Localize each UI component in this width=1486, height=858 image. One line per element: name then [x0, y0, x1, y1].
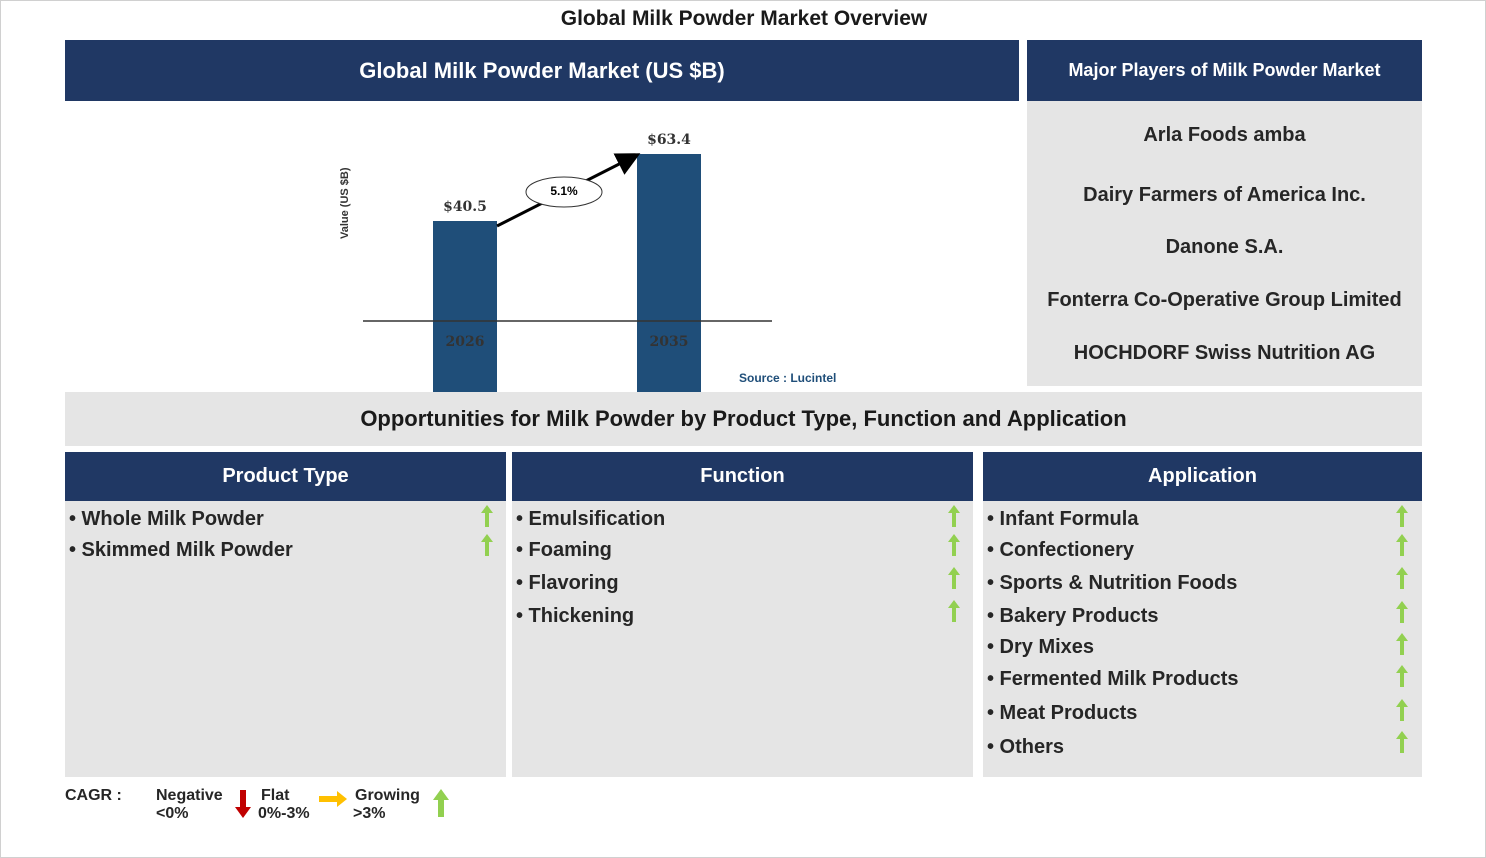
growing-arrow-icon — [1396, 601, 1408, 623]
bar-value-2026: $40.5 — [443, 199, 487, 215]
growing-arrow-icon — [1396, 534, 1408, 556]
legend-flat-name: Flat — [261, 787, 290, 804]
legend-label: CAGR : — [65, 787, 122, 804]
bar-value-2035: $63.4 — [647, 132, 691, 148]
growing-arrow-icon — [1396, 505, 1408, 527]
growing-arrow-icon — [1396, 567, 1408, 589]
list-item: • Bakery Products — [987, 605, 1159, 627]
list-item: • Others — [987, 736, 1065, 758]
negative-arrow-icon — [235, 790, 251, 818]
legend-growing-name: Growing — [355, 787, 420, 804]
list-item: • Meat Products — [987, 702, 1138, 724]
market-bar-chart: Value (US $B) $40.5 $63.4 5.1% 2026 2035… — [331, 121, 851, 421]
player-item: Fonterra Co-Operative Group Limited — [1047, 289, 1402, 311]
growing-arrow-icon — [481, 534, 493, 556]
chart-header: Global Milk Powder Market (US $B) — [65, 40, 1019, 101]
growing-arrow-icon — [481, 505, 493, 527]
product-type-header: Product Type — [65, 452, 506, 501]
list-item: • Confectionery — [987, 539, 1135, 561]
players-header: Major Players of Milk Powder Market — [1027, 40, 1422, 101]
player-item: Danone S.A. — [1165, 236, 1284, 258]
flat-arrow-icon — [319, 791, 347, 807]
list-item: • Whole Milk Powder — [69, 508, 264, 530]
list-item: • Infant Formula — [987, 508, 1139, 530]
legend-flat-range: 0%-3% — [258, 805, 310, 822]
growing-arrow-icon — [1396, 665, 1408, 687]
legend-growing: Growing >3% — [353, 787, 420, 823]
x-tick-2035: 2035 — [649, 334, 689, 350]
player-item: Dairy Farmers of America Inc. — [1083, 184, 1366, 206]
legend-negative-name: Negative — [156, 787, 223, 804]
growing-arrow-icon — [433, 789, 449, 817]
application-list: • Infant Formula • Confectionery • Sport… — [983, 501, 1422, 777]
growing-arrow-icon — [1396, 633, 1408, 655]
x-tick-2026: 2026 — [445, 334, 485, 350]
legend-negative-range: <0% — [156, 805, 189, 822]
growing-arrow-icon — [1396, 731, 1408, 753]
list-item: • Skimmed Milk Powder — [69, 539, 293, 561]
function-header: Function — [512, 452, 973, 501]
list-item: • Foaming — [516, 539, 612, 561]
legend-growing-range: >3% — [353, 805, 386, 822]
opportunities-banner: Opportunities for Milk Powder by Product… — [65, 392, 1422, 446]
cagr-label: 5.1% — [550, 184, 578, 198]
product-type-list: • Whole Milk Powder • Skimmed Milk Powde… — [65, 501, 506, 777]
list-item: • Thickening — [516, 605, 635, 627]
growing-arrow-icon — [948, 567, 960, 589]
player-item: Arla Foods amba — [1143, 124, 1306, 146]
page-title: Global Milk Powder Market Overview — [560, 7, 928, 30]
growing-arrow-icon — [948, 505, 960, 527]
legend-negative: Negative <0% — [156, 787, 223, 823]
growing-arrow-icon — [948, 534, 960, 556]
players-list: Arla Foods amba Dairy Farmers of America… — [1027, 101, 1422, 386]
source-label: Source : Lucintel — [739, 371, 837, 385]
function-list: • Emulsification • Foaming • Flavoring •… — [512, 501, 973, 777]
growing-arrow-icon — [948, 600, 960, 622]
player-item: HOCHDORF Swiss Nutrition AG — [1073, 342, 1376, 364]
bar-2035 — [637, 154, 701, 421]
list-item: • Dry Mixes — [987, 636, 1095, 658]
list-item: • Flavoring — [516, 572, 619, 594]
cagr-arrow-icon — [363, 153, 772, 322]
growing-arrow-icon — [1396, 699, 1408, 721]
list-item: • Sports & Nutrition Foods — [987, 572, 1238, 594]
application-header: Application — [983, 452, 1422, 501]
list-item: • Fermented Milk Products — [987, 668, 1239, 690]
legend-flat: Flat 0%-3% — [258, 787, 310, 823]
list-item: • Emulsification — [516, 508, 666, 530]
